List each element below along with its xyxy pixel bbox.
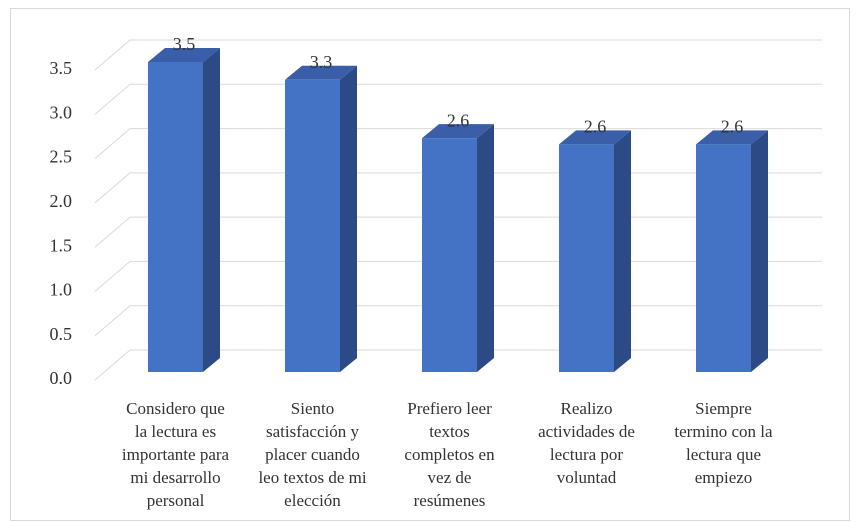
bar-front: [696, 144, 751, 372]
bar-front: [285, 79, 340, 372]
x-tick-label: Siento satisfacción y placer cuando leo …: [258, 399, 367, 510]
bar-top: [285, 65, 357, 80]
data-label: 2.6: [721, 116, 744, 136]
bar-top: [559, 130, 631, 145]
bar-side: [751, 130, 768, 372]
y-tick-label: 1.5: [50, 235, 73, 255]
data-label: 2.6: [584, 116, 607, 136]
x-tick-label: Realizo actividades de lectura por volun…: [538, 399, 635, 487]
x-tick-label: Siempre termino con la lectura que empie…: [674, 399, 773, 487]
chart-border: [10, 8, 850, 521]
y-tick-label: 1.0: [50, 280, 73, 300]
bar-front: [422, 138, 477, 372]
bar-side: [340, 65, 357, 372]
bar-top: [696, 130, 768, 145]
y-tick-label: 3.5: [50, 58, 73, 78]
y-tick-label: 2.0: [50, 191, 73, 211]
grid-line: [94, 83, 822, 115]
y-tick-label: 0.5: [50, 324, 73, 344]
bar: [285, 65, 357, 372]
bar-top: [148, 48, 220, 62]
bar: [696, 130, 768, 372]
x-tick-label: Considero que la lectura es importante p…: [121, 399, 230, 510]
bar: [559, 130, 631, 372]
data-label: 3.3: [310, 52, 333, 72]
data-label: 2.6: [447, 110, 470, 130]
bar-side: [203, 48, 220, 372]
bar-front: [559, 144, 614, 372]
y-tick-label: 2.5: [50, 147, 73, 167]
data-label: 3.5: [173, 34, 196, 54]
bar: [148, 48, 220, 372]
bar-side: [614, 130, 631, 372]
grid-line: [94, 128, 822, 159]
bar-side: [477, 124, 494, 373]
x-tick-label: Prefiero leer textos completos en vez de…: [404, 399, 495, 510]
bar-front: [148, 62, 203, 372]
bar-top: [422, 124, 494, 139]
y-tick-label: 3.0: [50, 102, 73, 122]
y-tick-label: 0.0: [50, 368, 73, 388]
bar: [422, 124, 494, 373]
grid-line: [94, 39, 822, 71]
